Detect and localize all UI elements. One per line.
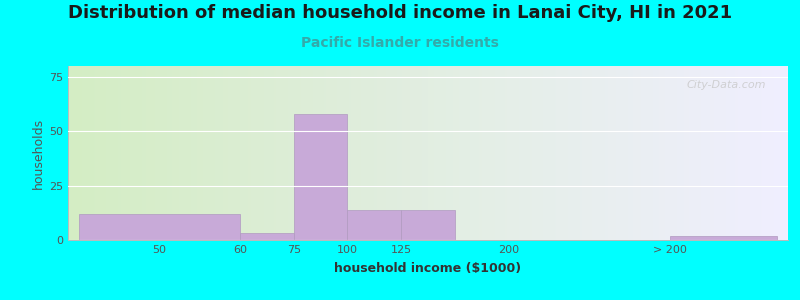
Bar: [78, 214, 240, 240]
X-axis label: household income ($1000): household income ($1000): [334, 262, 522, 275]
Bar: [240, 233, 294, 240]
Bar: [347, 209, 401, 240]
Y-axis label: households: households: [32, 117, 45, 189]
Bar: [401, 209, 455, 240]
Text: Distribution of median household income in Lanai City, HI in 2021: Distribution of median household income …: [68, 4, 732, 22]
Bar: [670, 236, 778, 240]
Text: City-Data.com: City-Data.com: [687, 80, 766, 90]
Text: Pacific Islander residents: Pacific Islander residents: [301, 36, 499, 50]
Bar: [294, 114, 347, 240]
